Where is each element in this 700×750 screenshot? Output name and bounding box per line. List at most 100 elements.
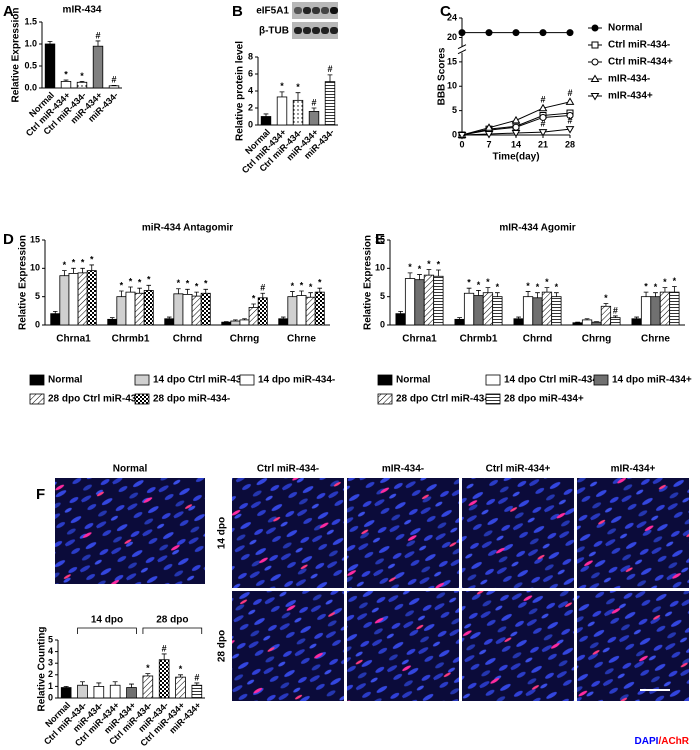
panel-letter: E	[375, 231, 385, 248]
error-bar	[299, 290, 304, 296]
significance-mark: *	[195, 282, 199, 292]
x-tick-label: Chrne	[641, 334, 670, 345]
error-bar	[80, 681, 85, 686]
x-tick-label: Chrna1	[402, 334, 437, 345]
blot-band	[303, 27, 311, 34]
legend-label: 28 dpo Ctrl miR-434-	[48, 394, 145, 405]
legend-marker	[590, 93, 600, 101]
error-bar	[145, 673, 151, 676]
data-point	[484, 131, 494, 139]
significance-mark: *	[81, 258, 85, 268]
significance-mark: *	[186, 279, 190, 289]
y-tick-label: 15	[30, 234, 40, 244]
error-bar	[613, 315, 618, 318]
error-bar	[223, 321, 229, 323]
bar	[433, 275, 444, 326]
error-bar	[516, 316, 521, 319]
bar	[414, 279, 425, 326]
y-tick-label: 1.0	[24, 38, 37, 48]
legend-swatch	[593, 374, 609, 386]
micrograph-achr	[462, 478, 574, 588]
error-bar	[260, 292, 266, 298]
x-tick-label: Chrnd	[523, 334, 552, 345]
image-title: Normal	[113, 464, 148, 475]
significance-mark: *	[64, 69, 68, 79]
chart-title: mIR-434	[63, 5, 102, 16]
significance-mark: #	[540, 95, 545, 105]
y-tick-label: 20	[447, 32, 457, 42]
x-tick-label: Chrnd	[173, 334, 202, 345]
significance-mark: *	[138, 278, 142, 288]
bar	[305, 296, 316, 326]
bar	[44, 43, 56, 89]
significance-mark: *	[526, 281, 530, 291]
significance-mark: *	[418, 264, 422, 274]
error-bar	[290, 291, 295, 297]
y-tick-label: 6	[248, 68, 253, 78]
y-tick-label: 2	[248, 102, 253, 112]
error-bar	[96, 682, 102, 687]
significance-mark: #	[540, 118, 545, 128]
x-tick-label: 7	[486, 139, 491, 149]
error-bar	[109, 317, 115, 320]
panel-letter: A	[3, 3, 14, 20]
bar	[50, 313, 61, 326]
x-tick-label: 14	[511, 139, 521, 149]
error-bar	[295, 92, 301, 101]
y-tick-label: 5	[452, 105, 457, 115]
y-tick-label: 10	[375, 263, 385, 273]
legend-label: Normal	[48, 375, 83, 386]
bar	[600, 305, 612, 326]
y-tick-label: 15	[447, 56, 457, 66]
significance-mark: *	[90, 254, 94, 264]
error-bar	[203, 288, 209, 294]
bar	[591, 321, 602, 326]
bar	[581, 319, 593, 326]
y-tick-label: 10	[30, 263, 40, 273]
group-label: 28 dpo	[156, 615, 188, 626]
significance-mark: #	[613, 305, 618, 315]
data-point	[538, 103, 548, 112]
y-tick-label: 24	[447, 12, 457, 22]
legend-swatch	[29, 393, 45, 405]
error-bar	[89, 264, 95, 271]
significance-mark: *	[146, 663, 150, 673]
stain-label: DAPI	[635, 736, 659, 747]
error-bar	[311, 107, 317, 112]
bar	[158, 659, 170, 699]
y-axis-label: Relative Expression	[18, 235, 29, 330]
significance-mark: *	[177, 278, 181, 288]
significance-mark: *	[80, 71, 84, 81]
significance-mark: *	[63, 260, 67, 270]
image-title: Ctrl miR-434+	[486, 464, 551, 475]
bar	[109, 684, 121, 699]
significance-mark: #	[95, 30, 100, 40]
group-bracket	[142, 627, 203, 634]
significance-mark: *	[477, 280, 481, 290]
data-point	[538, 129, 548, 137]
error-bar	[95, 40, 101, 47]
error-bar	[178, 674, 183, 678]
error-bar	[161, 653, 167, 660]
legend-swatch	[134, 374, 150, 386]
legend-label: 28 dpo miR-434+	[504, 394, 584, 405]
y-tick-label: 1.5	[24, 16, 37, 26]
bar	[454, 318, 465, 326]
significance-mark: *	[296, 82, 300, 92]
error-bar	[112, 681, 118, 686]
legend-label: Normal	[608, 23, 643, 34]
bar	[173, 293, 184, 326]
error-bar	[407, 272, 413, 279]
legend-swatch	[377, 393, 393, 405]
data-point	[512, 123, 520, 131]
significance-mark: *	[654, 282, 658, 292]
data-point	[512, 29, 520, 37]
y-tick-label: 0.5	[24, 60, 37, 70]
bar	[248, 307, 259, 326]
error-bar	[317, 287, 323, 293]
bar	[610, 317, 621, 326]
data-point	[511, 130, 521, 138]
y-axis-label: Relative Counting	[37, 626, 48, 711]
panel-letter: B	[232, 3, 243, 20]
